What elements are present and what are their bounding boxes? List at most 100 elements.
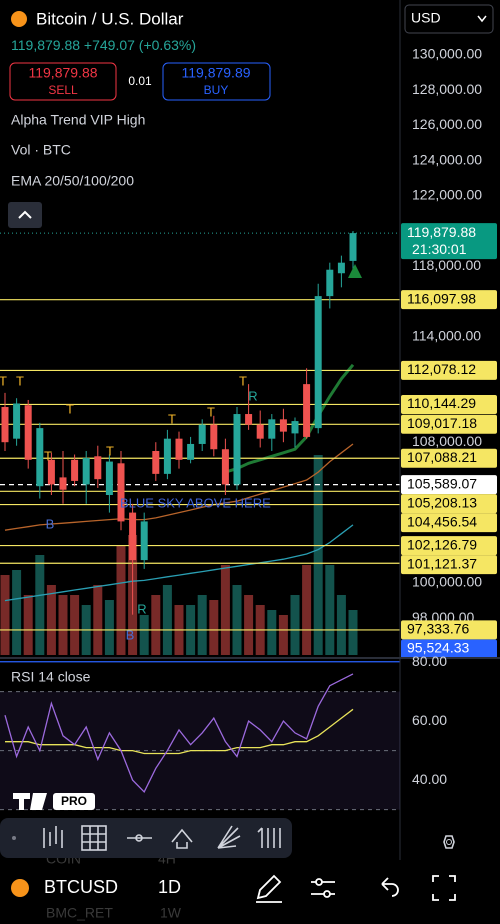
rsi-ma-line [5, 708, 354, 755]
spread: 0.01 [128, 74, 152, 88]
volume-bar [209, 600, 219, 655]
volume-bar [23, 595, 33, 655]
candle-body [210, 424, 218, 450]
level-label-box [401, 475, 497, 495]
candle-body [268, 419, 276, 439]
sell-box[interactable] [9, 62, 117, 101]
candle-body [326, 269, 334, 297]
signal-label: T [16, 373, 24, 388]
volume-bar [336, 595, 346, 655]
y-tick-label: 130,000.00 [412, 46, 482, 62]
interval[interactable]: 1D [158, 877, 181, 897]
fullscreen-icon[interactable] [432, 875, 456, 901]
volume-bar [116, 545, 126, 655]
last-price-box [401, 223, 497, 260]
candle-body [140, 521, 148, 561]
candle-body [175, 438, 183, 460]
volume-bar [139, 615, 149, 655]
volume-bar [348, 610, 358, 655]
level-label: 104,456.54 [407, 513, 477, 529]
buy-label[interactable]: BUY [204, 83, 229, 97]
volume-bar [313, 455, 323, 655]
currency[interactable]: USD [411, 10, 441, 26]
level-label-box [401, 448, 497, 468]
rsi-tick-label: 40.00 [412, 771, 447, 787]
tool-icon[interactable] [81, 825, 107, 851]
candle-body [337, 262, 345, 274]
level-label: 105,589.07 [407, 475, 477, 491]
indicator-label[interactable]: EMA 20/50/100/200 [11, 173, 134, 189]
chevron [477, 15, 487, 23]
rsi-line [4, 673, 354, 794]
candle-body [1, 406, 9, 443]
buy-price[interactable]: 119,879.89 [181, 65, 250, 81]
level-label: 95,524.33 [407, 640, 469, 656]
level-label-box [401, 513, 497, 533]
currency-select[interactable]: USD [404, 4, 494, 34]
signal-label: T [207, 404, 215, 419]
candle-body [105, 461, 113, 495]
y-tick-label: 114,000.00 [412, 327, 481, 343]
sell-button[interactable]: 119,879.88 SELL [9, 62, 117, 101]
undo-icon[interactable] [381, 877, 399, 897]
rsi-pane: 80.00 60.00 40.00 RSI 14 close [0, 653, 447, 811]
collapse-button[interactable] [8, 202, 42, 228]
tool-icon[interactable] [43, 826, 63, 848]
candle-body [198, 424, 206, 444]
sell-label[interactable]: SELL [48, 83, 78, 97]
settings-button[interactable] [443, 835, 455, 849]
signal-label: T [106, 443, 114, 458]
indicators-icon[interactable] [323, 890, 331, 898]
header-price: 119,879.88 +749.07 (+0.63%) [11, 37, 196, 53]
draw-icon[interactable] [256, 874, 282, 903]
sell-price[interactable]: 119,879.88 [28, 65, 97, 81]
candle-body [24, 405, 32, 460]
level-label-box [401, 414, 497, 434]
candle-body [117, 463, 125, 522]
signal-label: B [46, 516, 55, 531]
symbol[interactable]: BTCUSD [44, 877, 118, 897]
volume-bar [0, 575, 10, 655]
buy-box[interactable] [162, 62, 271, 101]
tool-icon[interactable] [217, 825, 241, 849]
tool-grid[interactable] [82, 826, 106, 850]
candle-body [245, 414, 253, 425]
candle-body [71, 459, 79, 481]
level-label: 110,144.29 [407, 395, 476, 411]
candle-body [221, 449, 229, 485]
candle-body [349, 233, 357, 261]
volume-bar [104, 600, 114, 655]
volume-bar [35, 555, 45, 655]
settings-icon[interactable] [443, 835, 455, 849]
tool-icon[interactable] [257, 827, 281, 848]
logo-mark [13, 793, 47, 810]
signal-label: T [44, 448, 52, 463]
settings-icon[interactable] [446, 839, 452, 845]
collapse-box[interactable] [8, 202, 42, 228]
volume-bar [58, 595, 68, 655]
candle-body [163, 438, 171, 474]
buy-button[interactable]: 119,879.89 BUY [162, 62, 271, 101]
volume-bar [70, 595, 80, 655]
currency-box[interactable] [404, 4, 494, 34]
tool-icon[interactable] [171, 828, 193, 849]
candle-body [233, 414, 241, 485]
candle-body [129, 512, 137, 561]
signal-label: T [66, 401, 74, 416]
indicators-icon[interactable] [315, 878, 323, 886]
volume-bar [93, 585, 103, 655]
volume-bar [302, 565, 312, 655]
indicator-label[interactable]: Alpha Trend VIP High [11, 112, 145, 128]
volume-bar [244, 595, 254, 655]
indicators-icon[interactable] [311, 881, 335, 895]
volume-bar [267, 610, 277, 655]
candle-body [94, 456, 102, 480]
level-label-box [401, 555, 497, 575]
tool-icon[interactable] [127, 834, 152, 842]
indicator-label[interactable]: Vol · BTC [11, 142, 71, 158]
signal-label: R [137, 601, 146, 616]
tv-logo: PRO [13, 793, 95, 810]
signal-label: T [168, 411, 176, 426]
